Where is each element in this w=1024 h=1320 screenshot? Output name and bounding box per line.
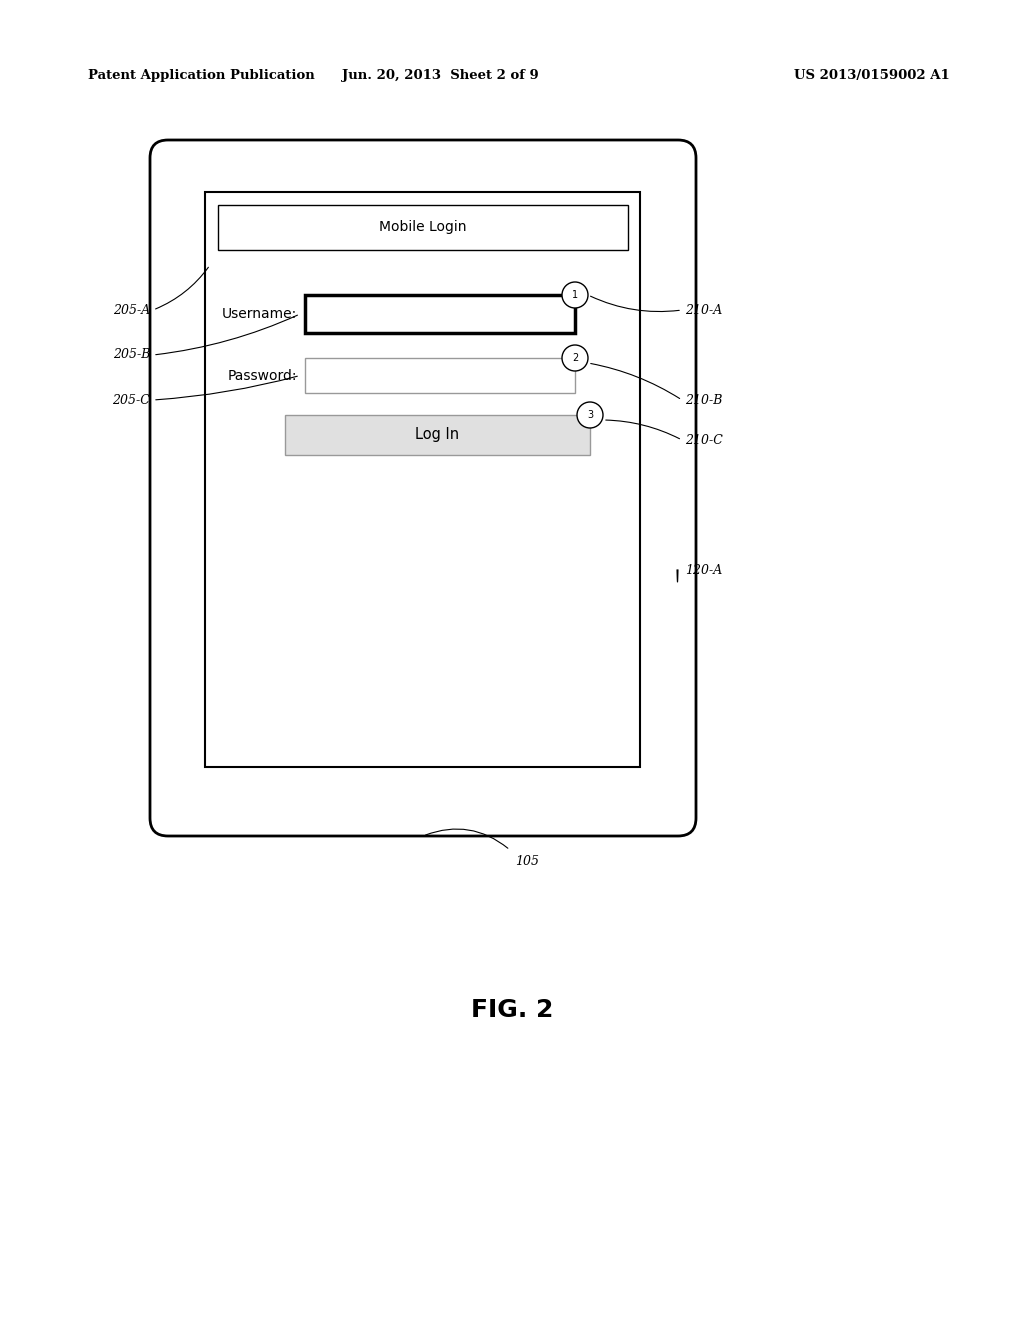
Text: 210-A: 210-A xyxy=(685,304,722,317)
Bar xyxy=(218,205,628,249)
Bar xyxy=(205,191,640,767)
Text: 105: 105 xyxy=(515,855,539,869)
Bar xyxy=(285,414,590,455)
Text: Password:: Password: xyxy=(227,368,297,383)
Text: 205-B: 205-B xyxy=(113,348,150,362)
Text: 2: 2 xyxy=(571,352,579,363)
Text: 3: 3 xyxy=(587,411,593,420)
Text: Jun. 20, 2013  Sheet 2 of 9: Jun. 20, 2013 Sheet 2 of 9 xyxy=(342,69,539,82)
Text: Mobile Login: Mobile Login xyxy=(379,220,467,235)
FancyBboxPatch shape xyxy=(150,140,696,836)
Text: 1: 1 xyxy=(572,290,579,300)
Text: US 2013/0159002 A1: US 2013/0159002 A1 xyxy=(795,69,950,82)
Text: Username:: Username: xyxy=(222,308,297,321)
Circle shape xyxy=(562,345,588,371)
Text: 205-C: 205-C xyxy=(112,393,150,407)
Text: 210-B: 210-B xyxy=(685,393,722,407)
Circle shape xyxy=(562,282,588,308)
Text: Patent Application Publication: Patent Application Publication xyxy=(88,69,314,82)
Text: 205-A: 205-A xyxy=(113,304,150,317)
Text: Log In: Log In xyxy=(416,428,460,442)
Text: FIG. 2: FIG. 2 xyxy=(471,998,553,1022)
Text: 120-A: 120-A xyxy=(685,564,722,577)
Circle shape xyxy=(577,403,603,428)
Bar xyxy=(305,294,575,333)
Bar xyxy=(305,358,575,393)
Text: 210-C: 210-C xyxy=(685,433,723,446)
